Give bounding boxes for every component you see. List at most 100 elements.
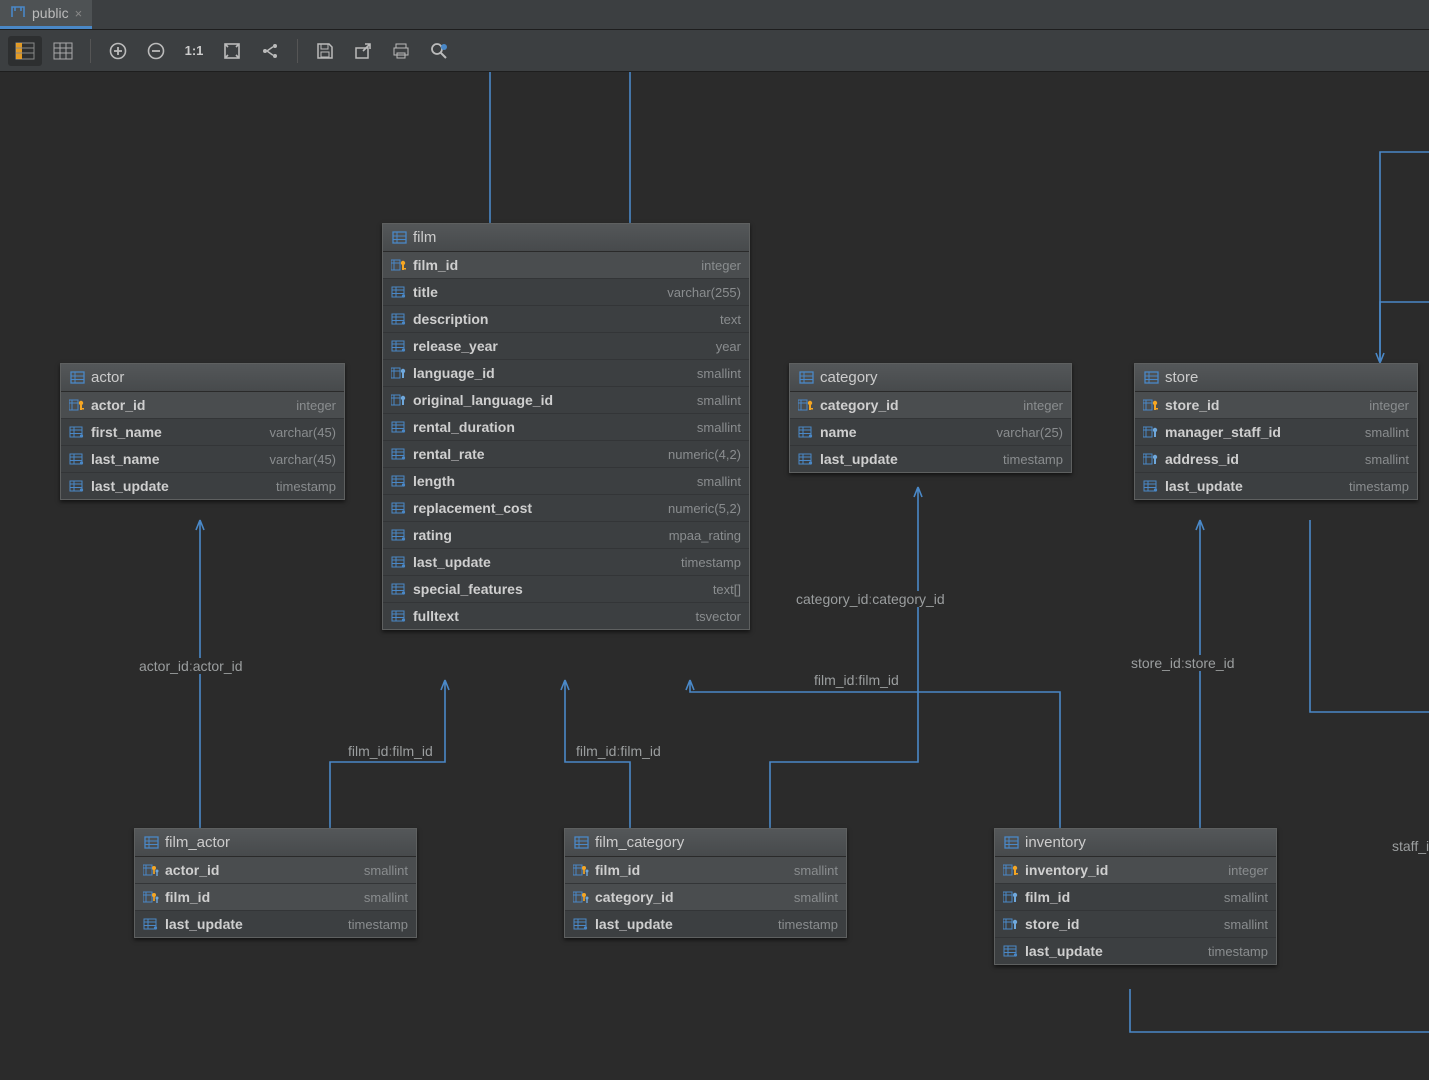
column-type: text[] (713, 582, 741, 597)
relationship-label: film_id:film_id (812, 672, 901, 688)
entity-category[interactable]: category category_idintegernamevarchar(25… (789, 363, 1072, 473)
column-name: actor_id (165, 862, 219, 878)
entity-inventory[interactable]: inventory inventory_idintegerfilm_idsmall… (994, 828, 1277, 965)
column-row[interactable]: film_idsmallint (995, 884, 1276, 911)
column-row[interactable]: inventory_idinteger (995, 857, 1276, 884)
scale-11-button[interactable]: 1:1 (177, 36, 211, 66)
column-row[interactable]: last_updatetimestamp (61, 473, 344, 499)
toolbar-separator (297, 39, 298, 63)
column-name: store_id (1025, 916, 1079, 932)
relationship-label: staff_id: (1390, 838, 1429, 854)
column-row[interactable]: last_updatetimestamp (790, 446, 1071, 472)
column-row[interactable]: film_idinteger (383, 252, 749, 279)
save-button[interactable] (308, 36, 342, 66)
column-row[interactable]: last_updatetimestamp (135, 911, 416, 937)
column-row[interactable]: titlevarchar(255) (383, 279, 749, 306)
export-button[interactable] (346, 36, 380, 66)
column-type: timestamp (778, 917, 838, 932)
table-icon (798, 370, 814, 386)
entity-title: inventory (1025, 834, 1086, 851)
column-row[interactable]: ratingmpaa_rating (383, 522, 749, 549)
entity-title: actor (91, 369, 124, 386)
entity-header[interactable]: inventory (995, 829, 1276, 857)
column-name: last_update (1165, 478, 1243, 494)
column-type: smallint (364, 863, 408, 878)
column-row[interactable]: last_namevarchar(45) (61, 446, 344, 473)
remove-button[interactable] (139, 36, 173, 66)
column-name: original_language_id (413, 392, 553, 408)
add-button[interactable] (101, 36, 135, 66)
column-name: description (413, 311, 488, 327)
scale-11-label: 1:1 (185, 43, 204, 58)
column-row[interactable]: rental_ratenumeric(4,2) (383, 441, 749, 468)
column-row[interactable]: release_yearyear (383, 333, 749, 360)
layout-key-columns-button[interactable] (8, 36, 42, 66)
diagram-canvas[interactable]: actor actor_idintegerfirst_namevarchar(45… (0, 72, 1429, 1080)
column-name: film_id (165, 889, 210, 905)
column-row[interactable]: special_features text[] (383, 576, 749, 603)
toolbar: 1:1 (0, 30, 1429, 72)
entity-header[interactable]: film_actor (135, 829, 416, 857)
column-row[interactable]: first_namevarchar(45) (61, 419, 344, 446)
column-type: year (716, 339, 741, 354)
table-icon (69, 370, 85, 386)
column-type: numeric(5,2) (668, 501, 741, 516)
column-icon (1143, 478, 1159, 494)
column-name: film_id (1025, 889, 1070, 905)
foreign-key-icon (391, 392, 407, 408)
column-row[interactable]: film_idsmallint (565, 857, 846, 884)
column-row[interactable]: store_idinteger (1135, 392, 1417, 419)
entity-header[interactable]: actor (61, 364, 344, 392)
column-row[interactable]: language_idsmallint (383, 360, 749, 387)
print-button[interactable] (384, 36, 418, 66)
column-row[interactable]: replacement_costnumeric(5,2) (383, 495, 749, 522)
primary-key-icon (69, 397, 85, 413)
entity-film_actor[interactable]: film_actor actor_id smallint film_idsmallin… (134, 828, 417, 938)
layout-all-columns-button[interactable] (46, 36, 80, 66)
entity-title: category (820, 369, 878, 386)
entity-title: store (1165, 369, 1198, 386)
entity-header[interactable]: store (1135, 364, 1417, 392)
column-row[interactable]: category_idinteger (790, 392, 1071, 419)
entity-store[interactable]: store store_idintegermanager_staff_idsmal… (1134, 363, 1418, 500)
column-row[interactable]: actor_id smallint (135, 857, 416, 884)
entity-film_category[interactable]: film_categoryfilm_idsmallintcategory_ids… (564, 828, 847, 938)
column-row[interactable]: store_idsmallint (995, 911, 1276, 938)
relationship-label: category_id:category_id (794, 591, 947, 607)
entity-header[interactable]: film (383, 224, 749, 252)
column-name: special_features (413, 581, 523, 597)
column-row[interactable]: namevarchar(25) (790, 419, 1071, 446)
column-icon (391, 581, 407, 597)
column-row[interactable]: fulltexttsvector (383, 603, 749, 629)
primary-key-icon (391, 257, 407, 273)
column-row[interactable]: last_updatetimestamp (383, 549, 749, 576)
primary-key-icon (143, 889, 159, 905)
primary-key-icon (1003, 862, 1019, 878)
fit-content-button[interactable] (215, 36, 249, 66)
tab-public[interactable]: public × (0, 0, 92, 29)
entity-header[interactable]: film_category (565, 829, 846, 857)
column-row[interactable]: last_updatetimestamp (1135, 473, 1417, 499)
column-name: last_update (595, 916, 673, 932)
column-row[interactable]: rental_durationsmallint (383, 414, 749, 441)
column-row[interactable]: last_updatetimestamp (995, 938, 1276, 964)
column-row[interactable]: address_idsmallint (1135, 446, 1417, 473)
foreign-key-icon (391, 365, 407, 381)
route-edges-button[interactable] (253, 36, 287, 66)
column-row[interactable]: original_language_idsmallint (383, 387, 749, 414)
column-row[interactable]: category_idsmallint (565, 884, 846, 911)
column-icon (391, 554, 407, 570)
find-button[interactable] (422, 36, 456, 66)
column-icon (69, 451, 85, 467)
column-type: timestamp (348, 917, 408, 932)
column-row[interactable]: last_update timestamp (565, 911, 846, 937)
close-icon[interactable]: × (75, 6, 83, 21)
column-row[interactable]: actor_idinteger (61, 392, 344, 419)
column-row[interactable]: manager_staff_idsmallint (1135, 419, 1417, 446)
entity-actor[interactable]: actor actor_idintegerfirst_namevarchar(45… (60, 363, 345, 500)
entity-header[interactable]: category (790, 364, 1071, 392)
column-row[interactable]: film_idsmallint (135, 884, 416, 911)
column-row[interactable]: lengthsmallint (383, 468, 749, 495)
entity-film[interactable]: filmfilm_idintegertitlevarchar(255)descr… (382, 223, 750, 630)
column-row[interactable]: descriptiontext (383, 306, 749, 333)
